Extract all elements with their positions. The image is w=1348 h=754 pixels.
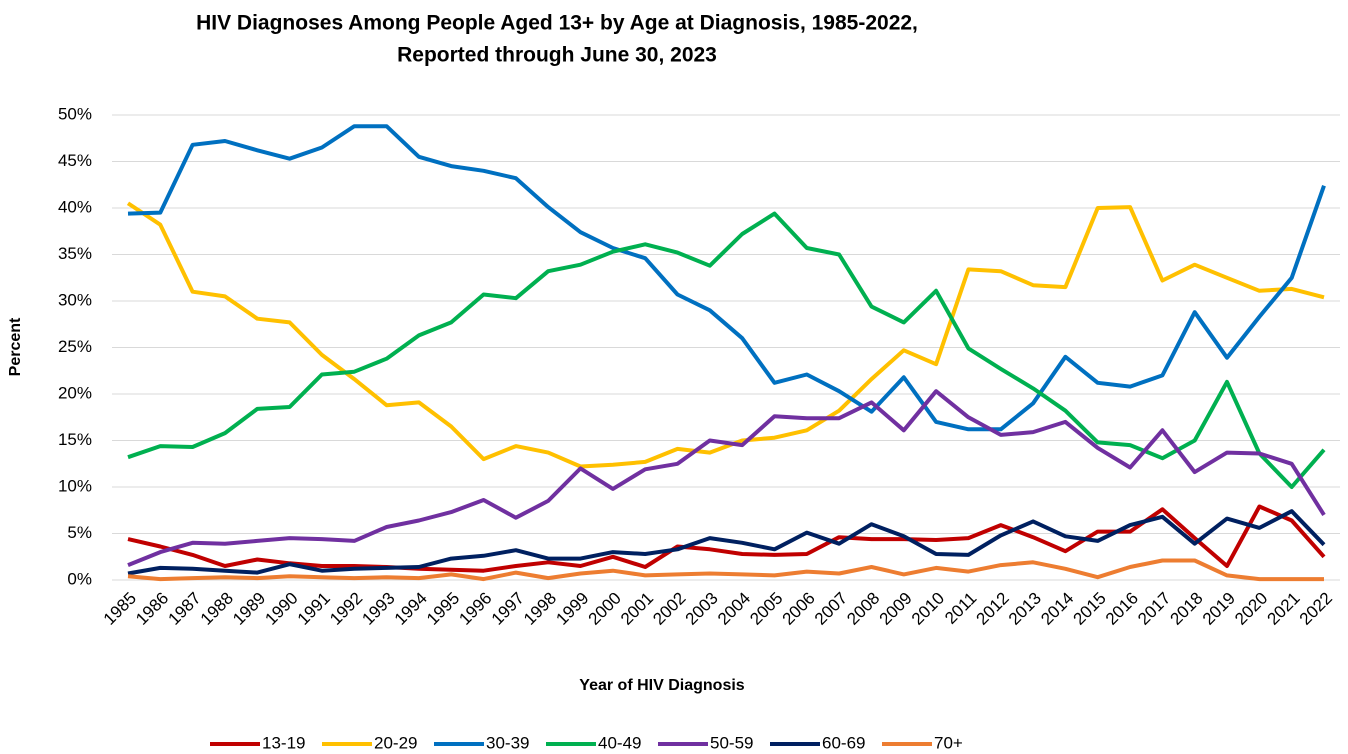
y-tick-label: 0% <box>67 569 92 588</box>
y-axis-title: Percent <box>7 317 24 376</box>
x-tick-label: 2021 <box>1263 589 1303 629</box>
x-tick-label: 2011 <box>941 589 980 628</box>
x-tick-label: 2009 <box>876 589 916 629</box>
y-tick-label: 40% <box>58 197 92 216</box>
y-tick-label: 15% <box>58 430 92 449</box>
y-tick-label: 10% <box>58 476 92 495</box>
x-tick-label: 1986 <box>132 589 172 629</box>
x-tick-label: 2001 <box>617 589 657 629</box>
x-tick-label: 2008 <box>843 589 883 629</box>
y-tick-label: 30% <box>58 290 92 309</box>
x-tick-label: 2003 <box>682 589 722 629</box>
x-tick-label: 1998 <box>520 589 560 629</box>
series-line <box>127 124 1326 432</box>
x-tick-label: 2007 <box>811 589 851 629</box>
x-tick-label: 2005 <box>746 589 786 629</box>
x-tick-label: 1993 <box>358 589 398 629</box>
x-tick-label: 2022 <box>1296 589 1336 629</box>
x-tick-label: 1992 <box>326 589 366 629</box>
x-tick-label: 2004 <box>714 589 754 629</box>
legend-label: 30-39 <box>486 733 529 752</box>
x-tick-label: 1988 <box>197 589 237 629</box>
series-line <box>126 201 1325 469</box>
x-tick-label: 2018 <box>1167 589 1207 629</box>
x-tick-label: 2002 <box>649 589 689 629</box>
series-line <box>127 558 1324 582</box>
y-tick-label: 50% <box>58 104 92 123</box>
legend-label: 60-69 <box>822 733 865 752</box>
x-tick-label: 1987 <box>164 589 204 629</box>
chart-title: Reported through June 30, 2023 <box>397 44 717 67</box>
x-tick-label: 1994 <box>391 589 431 629</box>
x-tick-label: 2017 <box>1134 589 1174 629</box>
series-line <box>127 504 1326 573</box>
chart-title: HIV Diagnoses Among People Aged 13+ by A… <box>196 12 918 35</box>
x-tick-label: 2010 <box>908 589 948 629</box>
x-tick-label: 1991 <box>294 589 334 629</box>
x-tick-label: 2013 <box>1005 589 1045 629</box>
x-tick-label: 1985 <box>100 589 140 629</box>
legend-label: 20-29 <box>374 733 417 752</box>
x-tick-label: 2015 <box>1070 589 1110 629</box>
legend-label: 50-59 <box>710 733 753 752</box>
x-tick-label: 2014 <box>1037 589 1077 629</box>
x-tick-label: 2012 <box>973 589 1013 629</box>
x-tick-label: 2006 <box>779 589 819 629</box>
x-axis-title: Year of HIV Diagnosis <box>579 677 744 694</box>
y-tick-label: 25% <box>58 337 92 356</box>
x-tick-label: 1990 <box>261 589 301 629</box>
y-tick-label: 5% <box>67 523 92 542</box>
series-line <box>127 389 1326 567</box>
x-tick-label: 1989 <box>229 589 269 629</box>
series-line <box>127 509 1326 576</box>
x-tick-label: 1996 <box>455 589 495 629</box>
y-tick-label: 45% <box>58 151 92 170</box>
legend-label: 13-19 <box>262 733 305 752</box>
x-tick-label: 2016 <box>1102 589 1142 629</box>
x-tick-label: 2020 <box>1231 589 1271 629</box>
x-tick-label: 2000 <box>585 589 625 629</box>
x-tick-label: 1995 <box>423 589 463 629</box>
x-tick-label: 1999 <box>552 589 592 629</box>
x-tick-label: 1997 <box>488 589 528 629</box>
legend-label: 70+ <box>934 733 963 752</box>
y-tick-label: 35% <box>58 244 92 263</box>
x-tick-label: 2019 <box>1199 589 1239 629</box>
series-line <box>127 211 1326 489</box>
legend-label: 40-49 <box>598 733 641 752</box>
y-tick-label: 20% <box>58 383 92 402</box>
